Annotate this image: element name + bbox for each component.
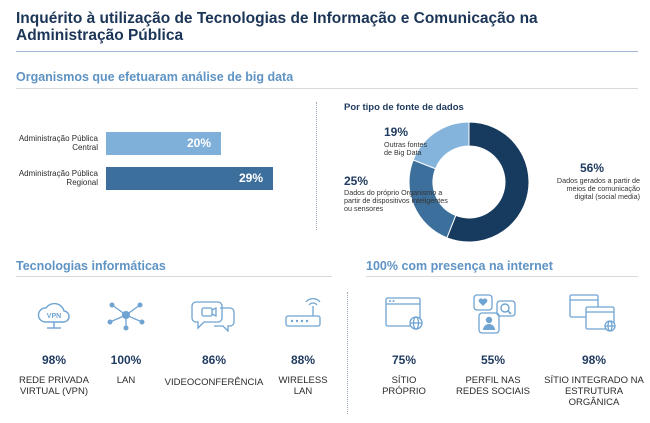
stat-label-video: VIDEOCONFERÊNCIA: [164, 377, 264, 388]
donut-heading: Por tipo de fonte de dados: [344, 102, 464, 113]
stat-pct-video: 86%: [201, 353, 227, 367]
bar-label-central: Administração Pública Central: [18, 134, 98, 152]
slice-desc-other: Outras fontes de Big Data: [384, 140, 428, 157]
vpn-cloud-icon: VPN: [37, 302, 70, 329]
stat-label-wireless: WIRELESS LAN: [278, 375, 328, 397]
stat-pct-social: 55%: [480, 353, 506, 367]
slice-pct-own: 25%: [344, 174, 369, 188]
social-profile-icon: [473, 294, 516, 334]
internet-divider: [366, 276, 638, 277]
stat-pct-wireless: 88%: [290, 353, 316, 367]
stat-label-site: SÍTIO PRÓPRIO: [382, 375, 426, 397]
bar-value-regional: 29%: [238, 171, 263, 185]
network-icon: [107, 302, 145, 331]
donut-chart: [408, 121, 530, 243]
stats-vertical-divider: [347, 292, 348, 414]
slice-desc-social: Dados gerados a partir de meios de comun…: [556, 176, 640, 201]
browser-icon: [385, 297, 423, 330]
router-icon: [285, 298, 321, 327]
big-data-divider: [16, 88, 638, 89]
big-data-heading: Organismos que efetuaram análise de big …: [16, 70, 294, 84]
stat-pct-vpn: 98%: [41, 353, 67, 367]
stat-label-social: PERFIL NAS REDES SOCIAIS: [456, 375, 530, 397]
tech-heading: Tecnologias informáticas: [16, 259, 166, 273]
integrated-site-icon: [569, 294, 616, 332]
bar-regional: 29%: [106, 167, 273, 190]
stat-pct-lan: 100%: [110, 353, 142, 367]
bar-label-regional: Administração Pública Regional: [18, 169, 98, 187]
donut-slice-social: [446, 121, 530, 243]
slice-desc-own: Dados do próprio Organismo a partir de d…: [344, 188, 448, 213]
section-vertical-divider: [316, 102, 317, 230]
stat-label-integrated: SÍTIO INTEGRADO NA ESTRUTURA ORGÂNICA: [544, 375, 644, 408]
slice-pct-social: 56%: [580, 161, 605, 175]
title-divider: [16, 51, 638, 52]
donut-slice-other: [412, 121, 470, 170]
slice-pct-other: 19%: [384, 125, 409, 139]
stat-label-vpn: REDE PRIVADA VIRTUAL (VPN): [18, 375, 90, 397]
bar-central: 20%: [106, 132, 221, 155]
internet-heading: 100% com presença na internet: [366, 259, 553, 273]
stat-pct-integrated: 98%: [581, 353, 607, 367]
video-chat-icon: [191, 301, 235, 332]
svg-text:VPN: VPN: [47, 313, 61, 320]
stat-label-lan: LAN: [116, 375, 136, 386]
bar-value-central: 20%: [186, 136, 211, 150]
stat-pct-site: 75%: [391, 353, 417, 367]
tech-divider: [16, 276, 332, 277]
page-title: Inquérito à utilização de Tecnologias de…: [16, 10, 538, 44]
